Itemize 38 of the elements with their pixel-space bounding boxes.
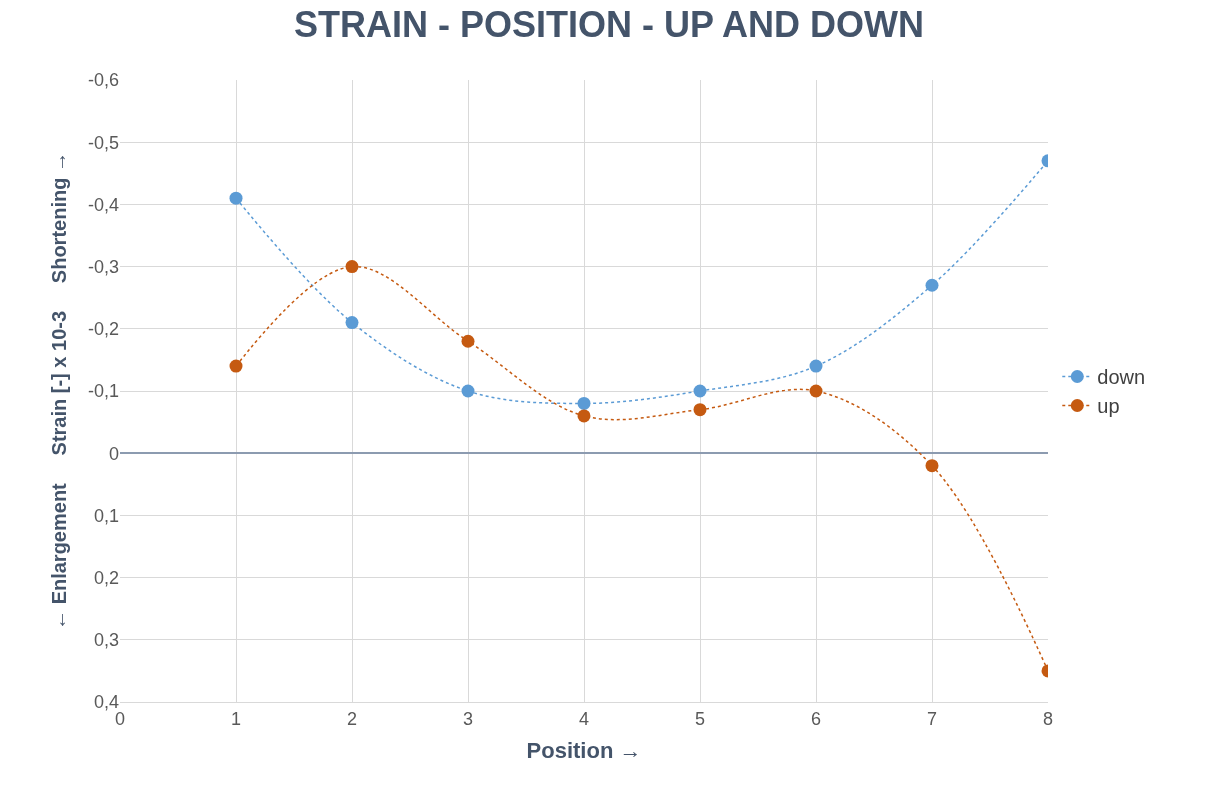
x-tick-label: 8 (1042, 708, 1054, 729)
chart-title: STRAIN - POSITION - UP AND DOWN (294, 4, 924, 46)
point (229, 359, 243, 373)
y-tick-label: 0,2 (93, 567, 119, 588)
point (345, 260, 359, 274)
y-tick-label: -0,3 (87, 256, 119, 277)
y-tick-label: 0,4 (93, 692, 119, 713)
point (577, 396, 591, 410)
x-tick-label: 4 (578, 708, 590, 729)
legend-label: up (1097, 395, 1120, 418)
y-tick-label: -0,2 (87, 319, 119, 340)
x-tick-label: 7 (926, 708, 938, 729)
point (461, 384, 475, 398)
x-tick-label: 6 (810, 708, 822, 729)
x-tick-label: 5 (694, 708, 706, 729)
y-tick-label: 0,3 (93, 630, 119, 651)
point (577, 409, 591, 423)
point (461, 334, 475, 348)
y-axis-title: ← Enlargement Strain [-] x 10-3 Shortening → (48, 152, 71, 630)
point (693, 384, 707, 398)
y-tick-label: -0,1 (87, 381, 119, 402)
point (925, 278, 939, 292)
point (693, 403, 707, 417)
point (925, 459, 939, 473)
point (345, 316, 359, 330)
y-tick-label: -0,5 (87, 132, 119, 153)
x-tick-label: 2 (346, 708, 358, 729)
point (809, 384, 823, 398)
y-tick-label: 0,1 (93, 505, 119, 526)
x-tick-label: 1 (230, 708, 242, 729)
point (229, 191, 243, 205)
point (809, 359, 823, 373)
y-tick-label: -0,4 (87, 194, 119, 215)
legend-label: down (1097, 366, 1146, 389)
x-tick-label: 3 (462, 708, 474, 729)
x-axis-title: Position → (526, 738, 642, 764)
y-tick-label: 0 (108, 443, 119, 464)
y-tick-label: -0,6 (87, 70, 119, 91)
